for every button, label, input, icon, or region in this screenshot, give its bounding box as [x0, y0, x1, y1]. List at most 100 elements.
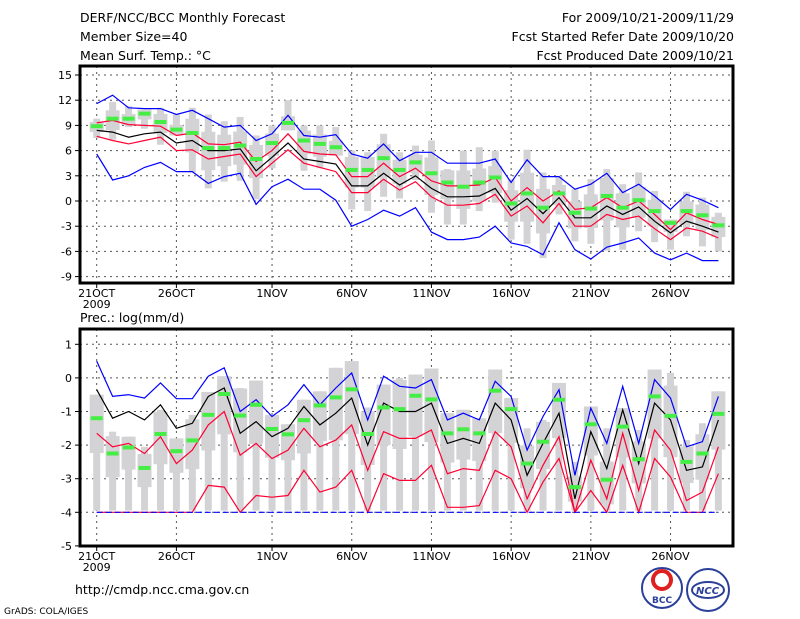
median-marker: [473, 180, 486, 185]
median-marker: [537, 439, 550, 444]
x-tick-label: 26NOV: [651, 550, 690, 563]
range-bar: [220, 376, 228, 511]
grads-credit: GrADS: COLA/IGES: [4, 607, 89, 617]
box-bar: [376, 384, 391, 446]
median-marker: [537, 205, 550, 210]
range-bar: [252, 380, 260, 511]
median-marker: [138, 465, 151, 470]
median-marker: [457, 184, 470, 189]
median-marker: [297, 138, 310, 143]
series-line-max: [96, 360, 719, 476]
x-tick-label: 21NOV: [572, 287, 611, 300]
chart-title: DERF/NCC/BCC Monthly Forecast: [80, 10, 286, 25]
y-tick-label: -3: [61, 473, 72, 486]
box-bar: [424, 157, 439, 195]
range-bar: [667, 219, 675, 250]
range-bar: [300, 399, 308, 511]
median-marker: [696, 451, 709, 456]
box-bar: [185, 419, 200, 470]
range-bar: [507, 398, 515, 511]
median-marker: [552, 191, 565, 196]
median-marker: [313, 403, 326, 408]
box-bar: [185, 118, 200, 153]
median-marker: [505, 201, 518, 206]
median-marker: [489, 388, 502, 393]
box-bar: [201, 392, 216, 451]
box-bar: [360, 156, 375, 188]
box-bar: [392, 379, 407, 449]
median-marker: [552, 397, 565, 402]
median-marker: [281, 432, 294, 437]
y-tick-label: -5: [61, 540, 72, 553]
x-tick-label: 1NOV: [256, 550, 288, 563]
series-line-ensemble-mean: [96, 387, 719, 500]
box-bar: [137, 453, 152, 488]
median-marker: [680, 209, 693, 214]
box-bar: [233, 131, 248, 165]
range-bar: [125, 436, 133, 511]
variable-label: Mean Surf. Temp.: °C: [80, 48, 211, 63]
y-tick-label: -1: [61, 406, 72, 419]
y-tick-label: -3: [61, 220, 72, 233]
range-bar: [204, 392, 212, 511]
median-marker: [218, 392, 231, 397]
x-tick-label: 21OCT: [78, 550, 115, 563]
median-marker: [250, 157, 263, 161]
median-marker: [680, 459, 693, 464]
ncc-logo: NCC: [686, 568, 730, 612]
median-marker: [584, 206, 597, 211]
median-marker: [281, 120, 294, 125]
box-bar: [440, 170, 455, 200]
median-marker: [154, 432, 167, 437]
median-marker: [250, 402, 263, 407]
box-bar: [456, 170, 471, 209]
median-marker: [648, 209, 661, 214]
range-bar: [459, 409, 467, 511]
y-tick-label: 0: [65, 372, 72, 385]
forecast-start-date: Fcst Started Refer Date 2009/10/20: [511, 29, 735, 44]
y-tick-label: -4: [61, 506, 72, 519]
x-tick-sublabel: 2009: [83, 561, 111, 574]
y-tick-label: 3: [65, 170, 72, 183]
box-bar: [599, 178, 614, 221]
median-marker: [664, 220, 677, 225]
y-tick-label: 0: [65, 195, 72, 208]
box-bar: [233, 388, 248, 453]
range-bar: [714, 391, 722, 511]
range-bar: [348, 361, 356, 511]
box-bar: [520, 445, 535, 489]
range-bar: [587, 406, 595, 511]
range-bar: [284, 424, 292, 511]
x-tick-label: 11NOV: [412, 287, 451, 300]
median-marker: [154, 120, 167, 125]
box-bar: [249, 380, 264, 444]
median-marker: [202, 146, 215, 151]
median-marker: [122, 445, 135, 450]
median-marker: [632, 198, 645, 203]
range-bar: [316, 391, 324, 511]
y-tick-label: 12: [58, 94, 72, 107]
median-marker: [568, 485, 581, 490]
box-bar: [520, 172, 535, 222]
median-marker: [712, 223, 725, 228]
median-marker: [457, 427, 470, 432]
box-bar: [89, 394, 104, 453]
plot-frame: [78, 327, 735, 548]
series-line-spread-lower: [96, 135, 719, 241]
x-tick-label: 26NOV: [651, 287, 690, 300]
y-tick-label: 1: [65, 338, 72, 351]
x-tick-label: 26OCT: [158, 550, 195, 563]
box-bar: [440, 413, 455, 463]
box-bar: [280, 424, 295, 461]
median-marker: [138, 111, 151, 116]
box-bar: [615, 193, 630, 228]
x-tick-label: 1NOV: [256, 287, 288, 300]
median-marker: [441, 180, 454, 185]
range-bar: [491, 369, 499, 511]
range-bar: [172, 438, 180, 511]
bcc-logo: BCC: [641, 567, 683, 609]
median-marker: [170, 127, 183, 132]
